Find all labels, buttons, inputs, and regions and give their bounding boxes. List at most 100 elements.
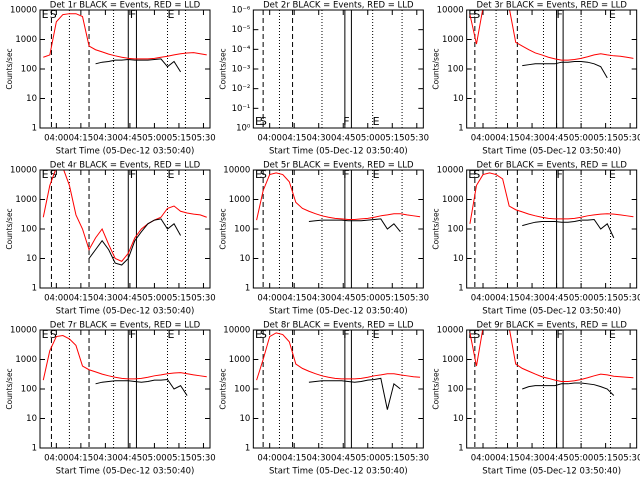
annotation: E <box>42 328 49 341</box>
annotation: E <box>255 328 262 341</box>
panel-title: Det 3r BLACK = Events, RED = LLD <box>476 1 627 11</box>
x-tick-label: 04:30 <box>520 134 545 144</box>
x-tick-label: 04:45 <box>331 454 356 464</box>
y-tick-label: 1000 <box>15 355 37 365</box>
x-tick-label: 04:00 <box>257 454 282 464</box>
y-tick-label: 10000 <box>437 326 464 336</box>
y-tick-label: 1 <box>245 444 250 454</box>
x-axis-label: Start Time (05-Dec-12 03:50:40) <box>482 467 621 477</box>
y-tick-label: 10⁻² <box>232 84 251 94</box>
y-axis-label: Counts/sec <box>432 208 441 249</box>
plot-frame <box>39 329 211 449</box>
y-tick-label: 10 <box>240 414 251 424</box>
series-line <box>308 377 401 410</box>
x-tick-label: 05:30 <box>618 294 640 304</box>
plot-frame <box>252 169 424 289</box>
y-axis-label: Counts/sec <box>218 208 227 249</box>
series-line <box>43 13 207 60</box>
x-tick-label: 04:30 <box>93 454 118 464</box>
annotation: S <box>260 168 267 181</box>
y-axis-label: Counts/sec <box>218 48 227 89</box>
y-tick-label: 10 <box>453 254 464 264</box>
annotation: E <box>168 168 175 181</box>
x-tick-label: 04:00 <box>44 294 69 304</box>
panel: Det 7r BLACK = Events, RED = LLD Counts/s… <box>5 321 216 477</box>
plot-frame <box>39 169 211 289</box>
y-tick-label: 1 <box>458 444 463 454</box>
y-tick-label: 100 <box>447 225 463 235</box>
x-tick-label: 05:15 <box>593 134 618 144</box>
annotation: S <box>260 328 267 341</box>
series-line <box>469 172 634 224</box>
annotation: E <box>255 168 262 181</box>
annotation: E <box>373 328 380 341</box>
series-line <box>469 10 634 61</box>
y-axis-label: Counts/sec <box>5 208 14 249</box>
annotation: E <box>609 328 616 341</box>
x-tick-label: 04:45 <box>118 134 143 144</box>
y-axis-label: Counts/sec <box>5 48 14 89</box>
y-tick-label: 10⁻³ <box>232 65 251 75</box>
y-tick-label: 10⁻⁶ <box>232 6 251 16</box>
panel: Det 3r BLACK = Events, RED = LLD Counts/s… <box>432 1 640 157</box>
y-tick-label: 100 <box>21 385 37 395</box>
x-tick-label: 04:15 <box>69 134 94 144</box>
x-tick-label: 04:30 <box>93 294 118 304</box>
annotation: E <box>609 168 616 181</box>
y-tick-label: 10000 <box>223 166 250 176</box>
y-tick-label: 10⁻⁵ <box>232 25 251 35</box>
annotation: F <box>130 328 136 341</box>
y-tick-label: 100 <box>447 65 463 75</box>
y-axis-label: Counts/sec <box>5 368 14 409</box>
panel-title: Det 4r BLACK = Events, RED = LLD <box>50 161 201 171</box>
x-tick-label: 05:00 <box>569 454 594 464</box>
panel: Det 8r BLACK = Events, RED = LLD Counts/s… <box>218 321 429 477</box>
x-axis-label: Start Time (05-Dec-12 03:50:40) <box>269 147 408 157</box>
panel-title: Det 7r BLACK = Events, RED = LLD <box>50 321 201 331</box>
y-tick-label: 1000 <box>15 35 37 45</box>
y-tick-label: 1000 <box>442 355 464 365</box>
y-axis-label: Counts/sec <box>218 368 227 409</box>
x-tick-label: 04:00 <box>257 134 282 144</box>
y-tick-label: 1000 <box>15 195 37 205</box>
y-tick-label: 10000 <box>437 166 464 176</box>
x-tick-label: 05:30 <box>191 134 216 144</box>
annotation: E <box>373 168 380 181</box>
x-tick-label: 05:30 <box>191 454 216 464</box>
annotation: E <box>609 8 616 21</box>
y-tick-label: 10 <box>26 414 37 424</box>
annotation: S <box>473 8 480 21</box>
plot-frame <box>466 9 638 129</box>
x-tick-label: 05:30 <box>618 454 640 464</box>
y-tick-label: 10000 <box>437 6 464 16</box>
x-axis-label: Start Time (05-Dec-12 03:50:40) <box>482 307 621 317</box>
x-tick-label: 04:30 <box>520 294 545 304</box>
y-tick-label: 10 <box>240 254 251 264</box>
annotation: F <box>130 8 136 21</box>
x-tick-label: 04:30 <box>306 294 331 304</box>
annotation: F <box>557 328 563 341</box>
y-tick-label: 1 <box>245 284 250 294</box>
x-tick-label: 04:45 <box>544 134 569 144</box>
y-axis-label: Counts/sec <box>432 368 441 409</box>
series-line <box>42 335 207 381</box>
annotation: S <box>50 8 57 21</box>
x-tick-label: 04:15 <box>69 294 94 304</box>
annotation: F <box>130 168 136 181</box>
x-axis-label: Start Time (05-Dec-12 03:50:40) <box>56 307 195 317</box>
x-tick-label: 04:15 <box>495 294 520 304</box>
x-tick-label: 04:45 <box>331 134 356 144</box>
x-axis-label: Start Time (05-Dec-12 03:50:40) <box>56 147 195 157</box>
annotation: S <box>260 115 267 128</box>
annotation: F <box>343 328 349 341</box>
annotation: S <box>473 328 480 341</box>
series-line <box>42 170 207 262</box>
y-tick-label: 10⁰ <box>236 124 251 134</box>
y-tick-label: 10 <box>453 414 464 424</box>
y-tick-label: 1000 <box>442 195 464 205</box>
panel-title: Det 8r BLACK = Events, RED = LLD <box>263 321 414 331</box>
x-tick-label: 05:30 <box>405 454 430 464</box>
x-tick-label: 04:30 <box>306 134 331 144</box>
y-axis-label: Counts/sec <box>432 48 441 89</box>
